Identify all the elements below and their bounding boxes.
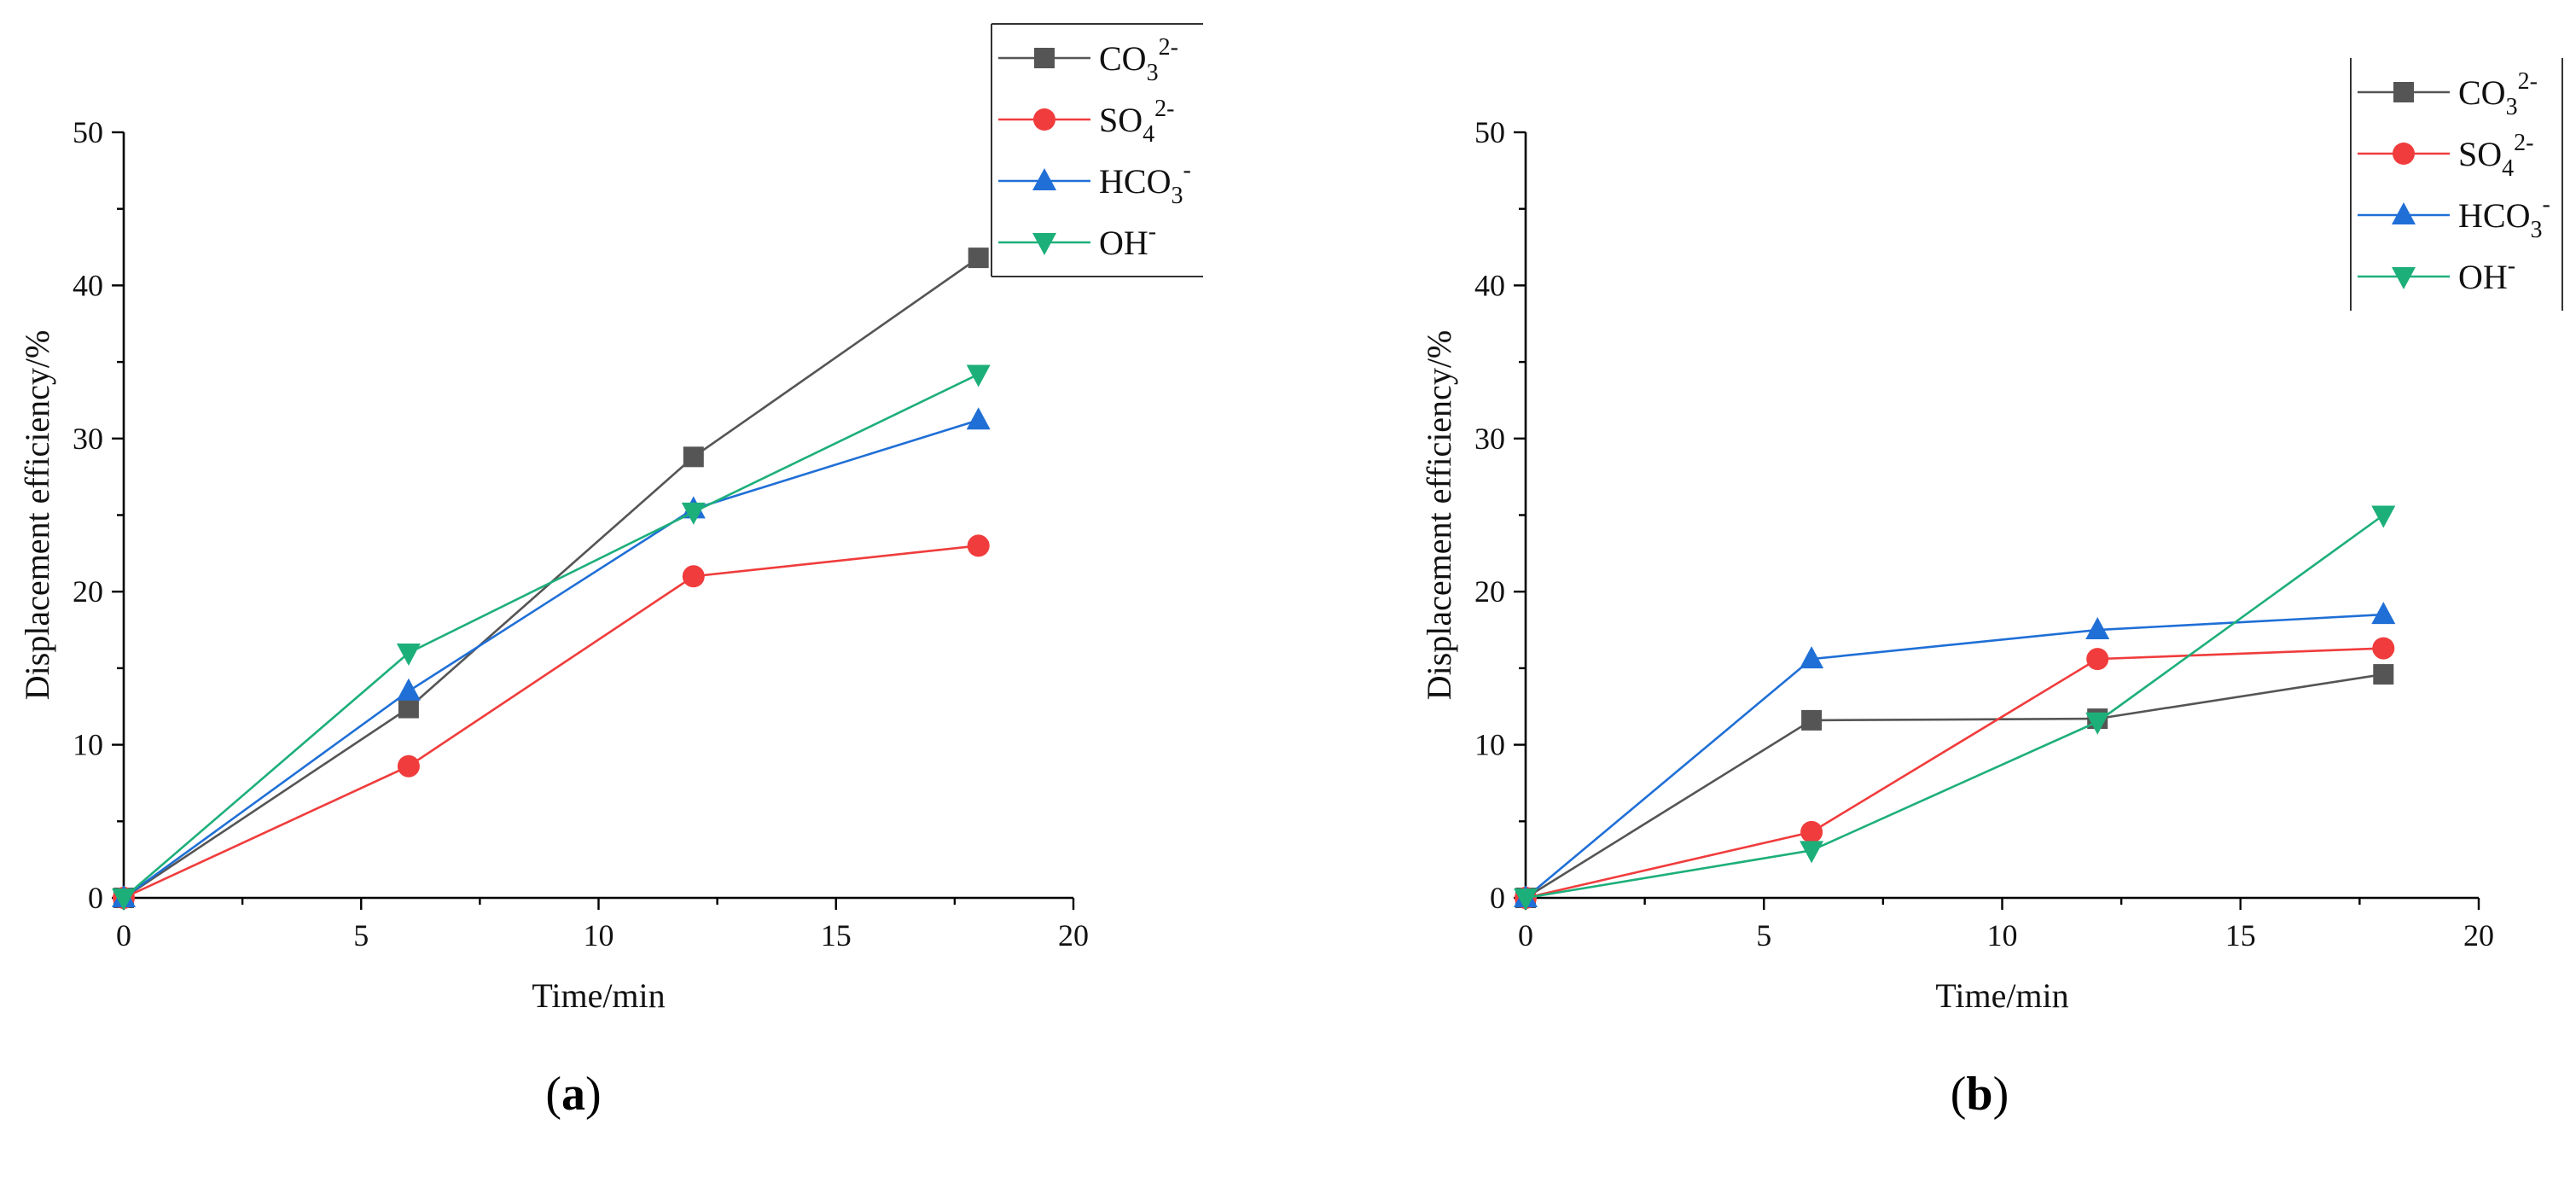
series-line <box>123 373 980 899</box>
y-axis-title: Displacement efficiency/% <box>18 330 56 701</box>
legend-marker <box>2392 267 2416 289</box>
data-point <box>683 446 704 468</box>
data-point <box>2373 664 2394 685</box>
legend-label: SO42- <box>2458 130 2533 182</box>
x-tick-label: 15 <box>821 918 852 952</box>
legend-marker <box>1034 48 1055 68</box>
legend-marker <box>1032 233 1056 255</box>
legend-item: CO32- <box>2358 68 2538 120</box>
series-so4-2- <box>113 534 990 909</box>
y-tick-label: 10 <box>73 728 103 762</box>
legend-marker <box>2392 202 2416 224</box>
data-point <box>2085 712 2110 735</box>
data-point <box>1514 888 1538 911</box>
x-tick-label: 5 <box>353 918 369 952</box>
legend-item: HCO3- <box>998 157 1191 209</box>
y-tick-label: 40 <box>1474 268 1505 302</box>
legend-item: OH- <box>998 218 1156 262</box>
y-tick-label: 40 <box>73 268 103 302</box>
legend-item: SO42- <box>998 96 1174 148</box>
series-so4-2- <box>1515 637 2395 909</box>
data-point <box>396 643 421 666</box>
data-point <box>2371 602 2396 625</box>
data-point <box>1800 820 1823 843</box>
data-point <box>1800 646 1824 669</box>
x-tick-label: 0 <box>1518 918 1533 952</box>
y-tick-label: 10 <box>1474 728 1505 762</box>
data-point <box>1800 841 1824 864</box>
legend: CO32- SO42- HCO3- OH- <box>2350 58 2563 311</box>
series-oh- <box>1514 505 2396 911</box>
x-tick-label: 0 <box>116 918 131 952</box>
legend-item: SO42- <box>2358 130 2533 182</box>
x-tick-label: 20 <box>2463 918 2494 952</box>
chart-panel-b: 0 5 10 15 20 0 10 20 30 40 50 Time/min Displacement … <box>1420 58 2563 1121</box>
data-point <box>2372 637 2395 660</box>
y-tick-label: 30 <box>1474 422 1505 456</box>
panel-label: (b) <box>1951 1068 2009 1121</box>
data-point <box>968 248 989 269</box>
y-tick-label: 20 <box>73 574 103 609</box>
series-line <box>1525 647 2384 900</box>
data-point <box>396 678 421 701</box>
data-point <box>966 407 991 430</box>
legend-label: CO32- <box>1099 34 1178 86</box>
legend-label: CO32- <box>2458 68 2538 120</box>
x-tick-label: 10 <box>1987 918 2018 952</box>
data-point <box>397 754 420 778</box>
legend-marker <box>2393 143 2415 165</box>
x-tick-label: 20 <box>1058 918 1089 952</box>
series-oh- <box>112 364 991 911</box>
legend-label: OH- <box>2458 253 2515 296</box>
legend-label: HCO3- <box>1099 157 1191 209</box>
x-tick-label: 10 <box>584 918 614 952</box>
data-point <box>682 565 705 588</box>
legend-label: HCO3- <box>2458 191 2550 243</box>
data-point <box>681 502 706 525</box>
legend-marker <box>1033 108 1055 131</box>
panel-label: (a) <box>545 1068 601 1121</box>
data-point <box>1801 709 1823 731</box>
series-line <box>1525 673 2384 900</box>
chart-panel-a: 0 5 10 15 20 0 10 20 30 40 50 Time/min Displacement … <box>18 23 1203 1121</box>
y-tick-label: 30 <box>73 422 103 456</box>
legend-marker <box>1032 168 1056 190</box>
data-point <box>967 534 990 557</box>
series-line <box>1525 514 2385 900</box>
x-axis-title: Time/min <box>1935 976 2068 1015</box>
y-tick-label: 0 <box>88 881 103 915</box>
y-tick-label: 50 <box>1474 115 1505 149</box>
legend-label: OH- <box>1099 218 1156 262</box>
series-hco3- <box>112 407 991 907</box>
y-tick-label: 50 <box>73 115 103 149</box>
legend-label: SO42- <box>1099 96 1174 148</box>
legend-item: OH- <box>2358 253 2515 296</box>
legend-item: CO32- <box>998 34 1178 86</box>
y-axis-title: Displacement efficiency/% <box>1420 330 1458 701</box>
series-hco3- <box>1514 602 2396 907</box>
y-tick-label: 0 <box>1490 881 1505 915</box>
series-line <box>123 545 979 900</box>
legend-marker <box>2393 82 2414 102</box>
data-point <box>398 697 419 719</box>
x-tick-label: 15 <box>2225 918 2256 952</box>
series-line <box>123 257 980 900</box>
legend-item: HCO3- <box>2358 191 2550 243</box>
x-tick-label: 5 <box>1756 918 1771 952</box>
data-point <box>112 888 136 911</box>
data-point <box>2371 505 2396 528</box>
series-line <box>1525 613 2384 899</box>
data-point <box>2085 617 2110 640</box>
data-point <box>966 364 991 387</box>
series-line <box>123 419 980 900</box>
x-axis-title: Time/min <box>532 976 665 1015</box>
y-tick-label: 20 <box>1474 574 1505 609</box>
data-point <box>2086 648 2109 671</box>
legend: CO32- SO42- HCO3- OH- <box>991 23 1203 277</box>
